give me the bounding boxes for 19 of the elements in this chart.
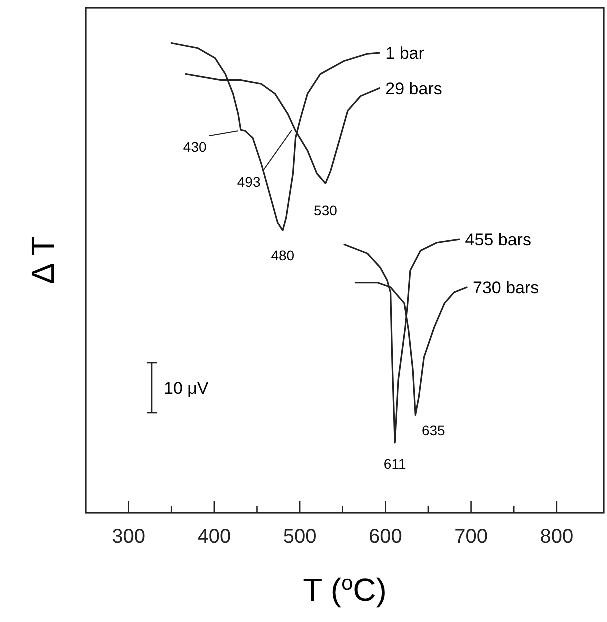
x-tick-label: 500	[283, 526, 317, 548]
annotation: 480	[271, 248, 295, 264]
annotation: 530	[314, 202, 338, 219]
x-tick-label: 300	[112, 526, 146, 548]
series-label: 1 bar	[386, 44, 425, 64]
series-label: 29 bars	[386, 79, 442, 98]
series-label: 455 bars	[465, 230, 532, 250]
annotation: 493	[237, 174, 261, 190]
series-label: 730 bars	[473, 278, 540, 298]
annotation: 611	[384, 456, 406, 472]
annotation: 430	[183, 139, 208, 156]
x-tick-label: 800	[540, 526, 574, 548]
y-axis-title: Δ T	[25, 236, 61, 285]
annotation: 635	[422, 422, 446, 438]
x-axis-title: T ($^{o}$C)	[303, 572, 387, 608]
x-tick-label: 400	[198, 526, 232, 548]
x-tick-label: 600	[368, 526, 402, 548]
x-tick-label: 700	[454, 526, 488, 548]
annotation: 10 μV	[164, 379, 210, 398]
